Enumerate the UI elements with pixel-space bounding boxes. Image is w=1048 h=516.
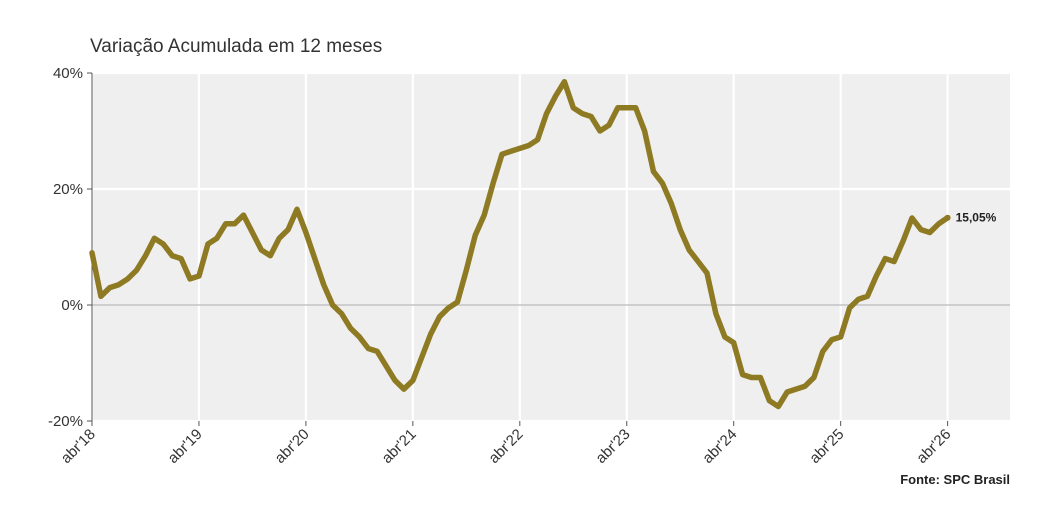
x-tick-label: abr'25 [806, 426, 847, 467]
y-tick-label: 40% [53, 65, 83, 82]
x-tick-label: abr'23 [592, 426, 633, 467]
x-tick-label: abr'19 [165, 426, 206, 467]
x-tick-label: abr'26 [913, 426, 954, 467]
end-value-label: 15,05% [956, 211, 997, 225]
y-tick-label: 20% [53, 181, 83, 198]
series-line [89, 78, 951, 410]
source-note: Fonte: SPC Brasil [900, 472, 1010, 487]
x-axis: abr'18 abr'19 abr'20 abr'21 abr'22 abr'23 abr'… [58, 421, 954, 467]
plot-area [92, 73, 1010, 421]
y-tick-label: 0% [61, 297, 83, 314]
y-tick-label: -20% [48, 413, 83, 430]
y-axis: 40% 20% 0% -20% [48, 65, 93, 430]
end-point [944, 214, 951, 221]
x-tick-label: abr'22 [485, 426, 526, 467]
x-tick-label: abr'18 [58, 426, 99, 467]
x-tick-label: abr'21 [379, 426, 420, 467]
series-layer: 15,05% [89, 78, 997, 410]
x-tick-label: abr'20 [272, 426, 313, 467]
x-tick-label: abr'24 [699, 426, 740, 467]
chart-title: Variação Acumulada em 12 meses [90, 36, 383, 57]
